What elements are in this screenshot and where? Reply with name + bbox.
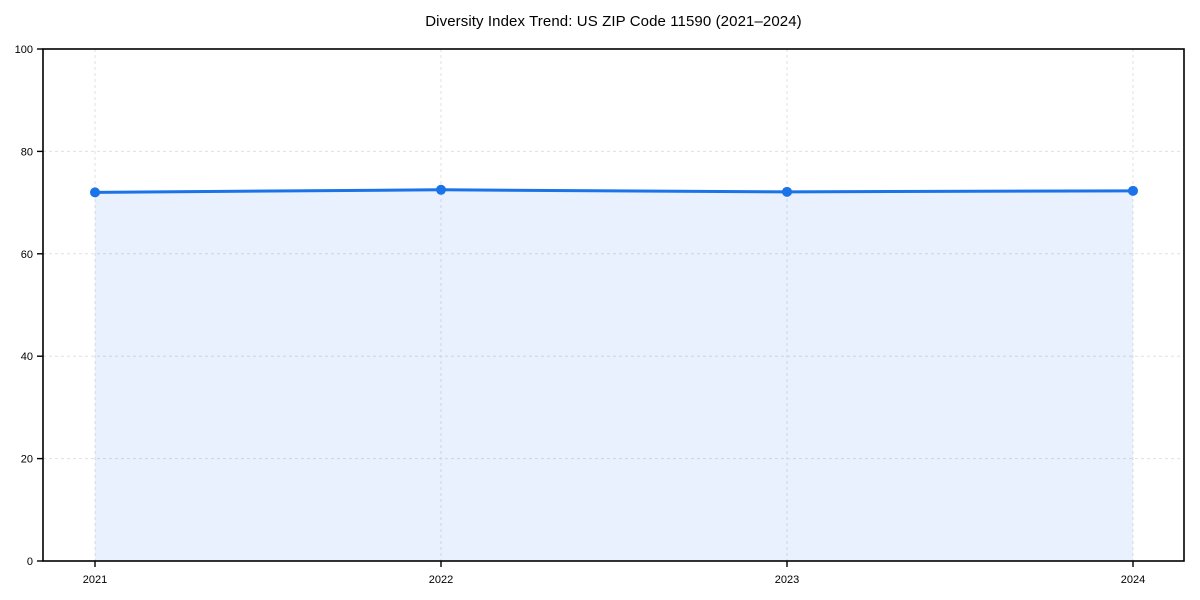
x-tick-label: 2024 bbox=[1121, 574, 1145, 586]
x-tick-label: 2023 bbox=[775, 574, 799, 586]
y-tick-label: 0 bbox=[27, 556, 33, 568]
y-tick-label: 40 bbox=[21, 351, 33, 363]
y-tick-label: 60 bbox=[21, 249, 33, 261]
plot-border bbox=[42, 48, 1185, 562]
x-tick-label: 2021 bbox=[83, 574, 107, 586]
y-tick-label: 100 bbox=[15, 44, 33, 56]
trend-line bbox=[93, 188, 1135, 194]
chart-title: Diversity Index Trend: US ZIP Code 11590… bbox=[425, 13, 802, 30]
area-fill bbox=[95, 189, 1133, 562]
data-point-2022 bbox=[436, 184, 446, 195]
data-point-2021 bbox=[90, 187, 100, 198]
y-tick-label: 20 bbox=[21, 454, 33, 466]
data-point-2023 bbox=[782, 186, 792, 197]
y-tick-label: 80 bbox=[21, 146, 33, 158]
x-tick-label: 2022 bbox=[429, 574, 453, 586]
data-point-2024 bbox=[1128, 185, 1138, 196]
